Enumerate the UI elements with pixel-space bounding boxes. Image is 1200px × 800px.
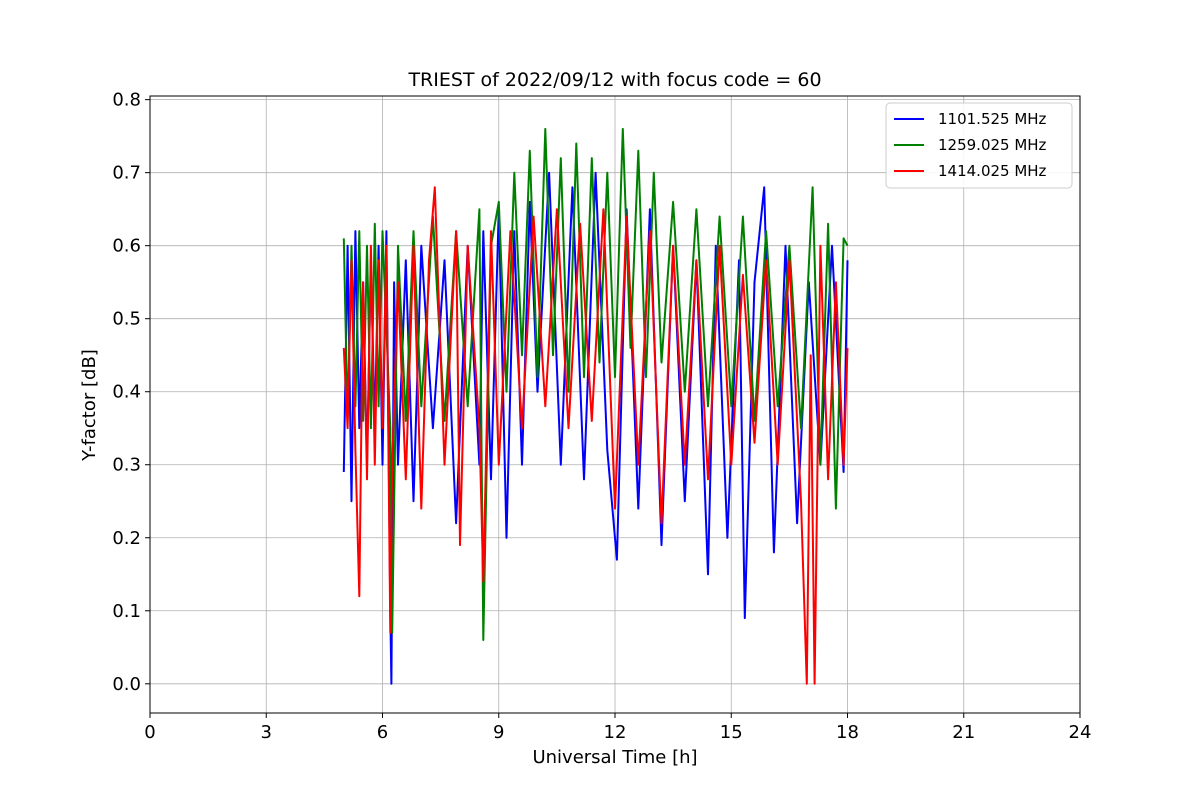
x-axis-title: Universal Time [h]: [532, 747, 697, 768]
legend-label: 1414.025 MHz: [938, 162, 1047, 180]
legend-label: 1259.025 MHz: [938, 136, 1047, 154]
series-layer: [342, 127, 849, 685]
y-tick-label: 0.4: [112, 382, 141, 403]
y-tick-label: 0.3: [112, 455, 141, 476]
y-tick-label: 0.6: [112, 236, 141, 257]
y-axis: 0.0 0.1 0.2 0.3 0.4 0.5 0.6 0.7 0.8: [112, 90, 150, 695]
chart-title: TRIEST of 2022/09/12 with focus code = 6…: [407, 69, 821, 91]
x-tick-label: 6: [377, 722, 388, 743]
x-tick-label: 3: [261, 722, 272, 743]
y-tick-label: 0.8: [112, 90, 141, 111]
x-tick-label: 0: [144, 722, 155, 743]
x-tick-label: 9: [493, 722, 504, 743]
x-tick-label: 12: [604, 722, 627, 743]
x-axis: 0 3 6 9 12 15 18 21 24: [144, 713, 1091, 743]
legend-label: 1101.525 MHz: [938, 110, 1047, 128]
x-tick-label: 21: [952, 722, 975, 743]
series-line-0: [342, 171, 849, 685]
legend-box: [885, 102, 1073, 189]
y-axis-title: Y-factor [dB]: [79, 349, 100, 462]
y-tick-label: 0.2: [112, 528, 141, 549]
legend: 1101.525 MHz 1259.025 MHz 1414.025 MHz: [885, 102, 1073, 189]
y-tick-label: 0.0: [112, 674, 141, 695]
y-tick-label: 0.1: [112, 601, 141, 622]
x-tick-label: 18: [836, 722, 859, 743]
x-tick-label: 24: [1069, 722, 1092, 743]
series-line-2: [342, 186, 849, 685]
y-tick-label: 0.5: [112, 309, 141, 330]
y-tick-label: 0.7: [112, 163, 141, 184]
x-tick-label: 15: [720, 722, 743, 743]
